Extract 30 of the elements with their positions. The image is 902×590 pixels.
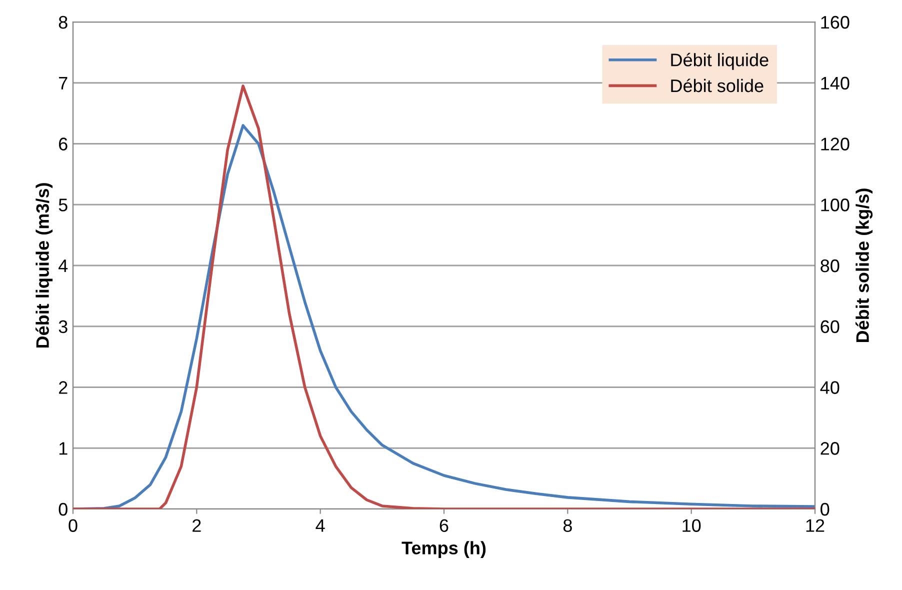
y-tick-label: 7	[59, 76, 68, 90]
x-tick-label: 10	[682, 519, 701, 532]
y-tick-label: 6	[59, 138, 68, 150]
y2-tick-label: 120	[821, 138, 850, 150]
y-tick-label: 1	[59, 442, 68, 455]
y2-axis-title: Débit solide (kg/s)	[856, 188, 873, 342]
y2-tick-label: 100	[821, 198, 850, 212]
y-tick-label: 0	[58, 502, 68, 516]
legend-label: Débit solide	[671, 78, 764, 92]
y-tick-label: 5	[58, 198, 68, 212]
y-axis-title: Débit liquide (m3/s)	[36, 183, 53, 348]
x-tick-label: 6	[440, 519, 448, 532]
x-tick-label: 12	[806, 519, 824, 532]
y2-tick-label: 40	[820, 381, 840, 394]
legend-label: Débit liquide	[671, 52, 768, 70]
x-axis-title: Temps (h)	[402, 541, 486, 558]
x-tick-label: 4	[316, 519, 325, 532]
y2-tick-label: 160	[821, 16, 850, 29]
y-tick-label: 3	[58, 320, 68, 334]
x-tick-label: 0	[68, 519, 78, 532]
y-tick-label: 4	[58, 260, 68, 272]
y2-tick-label: 80	[820, 259, 840, 272]
y2-tick-label: 140	[821, 76, 850, 90]
x-tick-label: 2	[192, 519, 201, 532]
y-tick-label: 8	[58, 16, 68, 29]
y2-tick-label: 0	[820, 502, 830, 516]
y-tick-label: 2	[59, 381, 68, 394]
x-tick-label: 8	[563, 519, 572, 532]
y2-tick-label: 60	[820, 320, 840, 334]
y2-tick-label: 20	[820, 442, 840, 455]
